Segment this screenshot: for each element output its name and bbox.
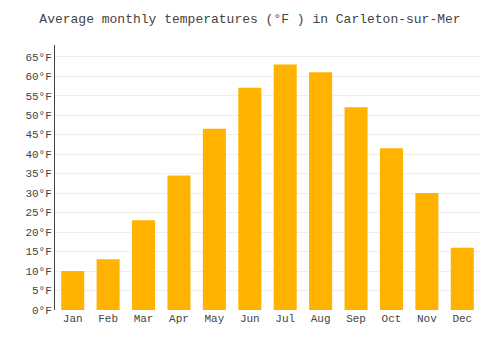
svg-text:35°F: 35°F xyxy=(25,168,51,180)
svg-text:0°F: 0°F xyxy=(32,305,52,317)
svg-text:Dec: Dec xyxy=(452,313,472,325)
svg-text:45°F: 45°F xyxy=(25,129,51,141)
svg-text:15°F: 15°F xyxy=(25,246,51,258)
svg-text:May: May xyxy=(204,313,224,325)
svg-text:Oct: Oct xyxy=(382,313,402,325)
svg-text:20°F: 20°F xyxy=(25,227,51,239)
svg-text:Sep: Sep xyxy=(346,313,366,325)
svg-text:65°F: 65°F xyxy=(25,52,51,64)
svg-text:Jun: Jun xyxy=(240,313,260,325)
svg-text:Jan: Jan xyxy=(63,313,83,325)
svg-text:Aug: Aug xyxy=(311,313,331,325)
svg-text:Feb: Feb xyxy=(98,313,118,325)
svg-text:25°F: 25°F xyxy=(25,207,51,219)
svg-text:Nov: Nov xyxy=(417,313,437,325)
svg-text:Jul: Jul xyxy=(275,313,295,325)
svg-text:5°F: 5°F xyxy=(32,285,52,297)
svg-text:60°F: 60°F xyxy=(25,71,51,83)
svg-text:30°F: 30°F xyxy=(25,188,51,200)
svg-text:Mar: Mar xyxy=(134,313,154,325)
svg-text:40°F: 40°F xyxy=(25,149,51,161)
svg-text:10°F: 10°F xyxy=(25,266,51,278)
svg-text:55°F: 55°F xyxy=(25,91,51,103)
svg-text:Average monthly temperatures (: Average monthly temperatures (°F ) in Ca… xyxy=(39,12,460,27)
svg-text:Apr: Apr xyxy=(169,313,189,325)
svg-text:50°F: 50°F xyxy=(25,110,51,122)
